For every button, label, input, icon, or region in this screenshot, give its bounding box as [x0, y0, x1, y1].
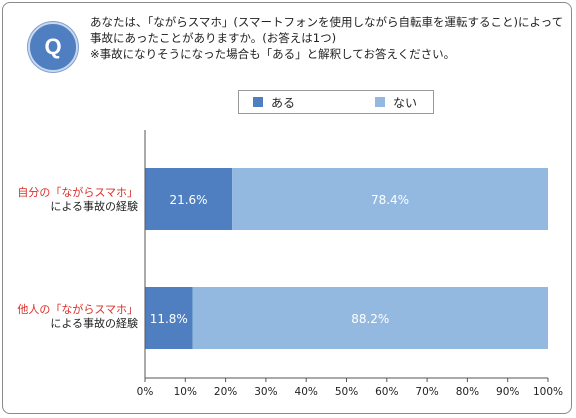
question-badge: Q	[28, 22, 78, 72]
row-label-others-quote: 「ながらスマホ」	[50, 303, 138, 316]
x-tick-label-7: 70%	[415, 386, 438, 398]
row-label-others: 他人の「ながらスマホ」 による事故の経験	[10, 303, 138, 331]
legend-label-aru: ある	[271, 95, 296, 110]
bar-row1-series2	[232, 168, 548, 230]
x-tick-label-8: 80%	[456, 386, 479, 398]
x-tick-label-0: 0%	[137, 386, 154, 398]
row-label-self-quote: 「ながらスマホ」	[50, 186, 138, 199]
chart-legend: ある ない	[238, 90, 434, 114]
data-label-row2-series2: 88.2%	[351, 312, 389, 326]
row-label-others-line2: による事故の経験	[50, 317, 138, 330]
legend-label-nai: ない	[393, 95, 418, 110]
data-label-row2-series1: 11.8%	[150, 312, 188, 326]
legend-item-nai: ない	[375, 94, 417, 111]
x-tick-label-5: 50%	[335, 386, 358, 398]
x-tick-label-3: 30%	[254, 386, 277, 398]
x-tick-label-2: 20%	[214, 386, 237, 398]
row-label-self-line2: による事故の経験	[50, 200, 138, 213]
question-line-1: あなたは、「ながらスマホ」(スマートフォンを使用しながら自転車を運転すること)に…	[90, 15, 564, 29]
bar-row2-series2	[192, 287, 548, 349]
legend-item-aru: ある	[253, 94, 295, 111]
x-tick-label-1: 10%	[174, 386, 197, 398]
row-label-self-prefix: 自分の	[17, 186, 51, 199]
question-text: あなたは、「ながらスマホ」(スマートフォンを使用しながら自転車を運転すること)に…	[90, 14, 564, 62]
data-label-row1-series1: 21.6%	[169, 193, 207, 207]
bar-row2-series1	[145, 287, 193, 349]
x-tick-label-10: 100%	[533, 386, 563, 398]
x-tick-label-9: 90%	[496, 386, 519, 398]
row-label-others-prefix: 他人の	[17, 303, 51, 316]
bar-row1-series1	[145, 168, 233, 230]
x-tick-label-4: 40%	[295, 386, 318, 398]
row-label-self: 自分の「ながらスマホ」 による事故の経験	[10, 186, 138, 214]
x-tick-label-6: 60%	[375, 386, 398, 398]
legend-swatch-aru	[253, 97, 263, 107]
data-label-row1-series2: 78.4%	[371, 193, 409, 207]
legend-swatch-nai	[375, 97, 386, 107]
question-line-3: ※事故になりそうになった場合も「ある」と解釈してお答えください。	[90, 47, 456, 61]
question-line-2: 事故にあったことがありますか。(お答えは1つ)	[90, 31, 337, 45]
